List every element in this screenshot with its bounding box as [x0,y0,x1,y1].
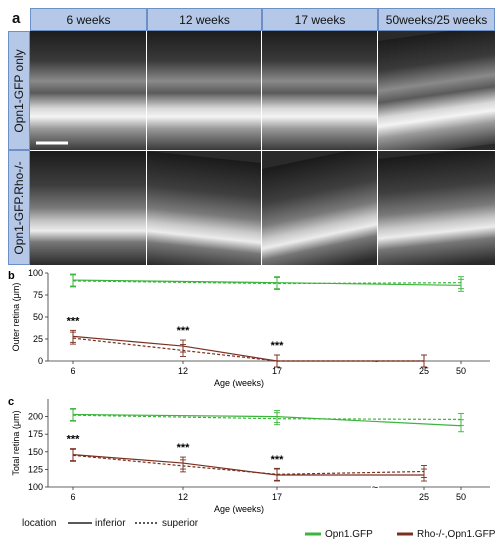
oct-image-rho-12wk [147,151,261,265]
significance-mark: *** [271,340,285,352]
row-label-opn1-gfp-rho: Opn1-GFP.Rho-/- [8,150,30,265]
oct-image-rho-6wk [30,151,146,265]
y-tick-label: 50 [33,312,43,322]
oct-image-opn1-17wk [262,31,377,150]
x-axis-label: Age (weeks) [214,504,264,514]
chart-total-retina: c 100 125 150 175 200 Total retina (μm) 6 12 17 25… [8,396,490,514]
legend-location-title: location [22,518,57,529]
significance-mark: *** [271,454,285,466]
column-header-12-weeks: 12 weeks [147,8,262,31]
x-tick-label: 25 [419,366,429,376]
legend-inferior-label: inferior [95,518,126,529]
series-line-1 [72,280,462,285]
legend-superior-label: superior [162,518,199,529]
legend-superior-swatch [135,522,159,524]
oct-image-rho-17wk [262,151,377,265]
significance-mark: *** [67,434,81,446]
series-line-3 [72,337,424,362]
panel-a-letter: a [12,10,21,27]
y-axis-label: Total retina (μm) [11,410,21,475]
column-header-6-weeks: 6 weeks [30,8,147,31]
y-tick-label: 175 [28,429,43,439]
x-tick-label: 50 [456,492,466,502]
axis-break-gap [371,483,379,491]
panel-b-letter: b [8,270,15,282]
axis-break-mark: ~ [372,482,378,494]
y-tick-label: 25 [33,334,43,344]
column-header-50-25-weeks: 50weeks/25 weeks [378,8,495,31]
panel-c-letter: c [8,396,14,408]
row-label-opn1-gfp: Opn1-GFP only [8,31,30,150]
series-line-3 [72,454,425,475]
x-tick-label: 6 [70,492,75,502]
series-line-2 [72,335,424,362]
row-label-opn1-gfp-text: Opn1-GFP only [12,48,26,133]
x-axis-label: Age (weeks) [214,378,264,388]
x-tick-label: 12 [178,366,188,376]
y-tick-label: 125 [28,464,43,474]
y-tick-label: 75 [33,290,43,300]
legend-opn1-swatch [305,532,321,536]
series-line-2 [72,454,424,476]
x-tick-label: 25 [419,492,429,502]
oct-image-opn1-6wk [30,31,146,150]
legend-opn1-label: Opn1.GFP [325,529,373,540]
x-tick-label: 17 [272,492,282,502]
x-tick-label: 12 [178,492,188,502]
y-tick-label: 100 [28,482,43,492]
y-tick-label: 100 [28,268,43,278]
y-axis-label: Outer retina (μm) [11,283,21,352]
axis-break-mark: ~ [372,356,378,368]
legend-inferior-swatch [68,522,92,524]
significance-mark: *** [177,442,191,454]
x-tick-label: 17 [272,366,282,376]
y-tick-label: 150 [28,447,43,457]
chart-outer-retina: b 0 25 50 75 100 Outer retina (μm) 6 12 17 25 50 ~ Ag… [8,268,490,388]
significance-mark: *** [177,325,191,337]
series-line-0 [72,279,462,286]
y-tick-label: 0 [38,356,43,366]
y-tick-label: 200 [28,412,43,422]
oct-image-rho-25wk [378,151,495,265]
column-header-17-weeks: 17 weeks [262,8,378,31]
x-tick-label: 50 [456,366,466,376]
legend-rho-label: Rho-/-,Opn1.GFP [417,529,496,540]
x-tick-label: 6 [70,366,75,376]
oct-image-opn1-50wk [378,31,495,150]
oct-image-opn1-12wk [147,31,261,150]
significance-mark: *** [67,315,81,327]
series-line-1 [72,414,462,421]
row-label-opn1-gfp-rho-text: Opn1-GFP.Rho-/- [12,160,26,255]
legend-rho-swatch [397,532,413,536]
series-line-0 [72,413,462,427]
